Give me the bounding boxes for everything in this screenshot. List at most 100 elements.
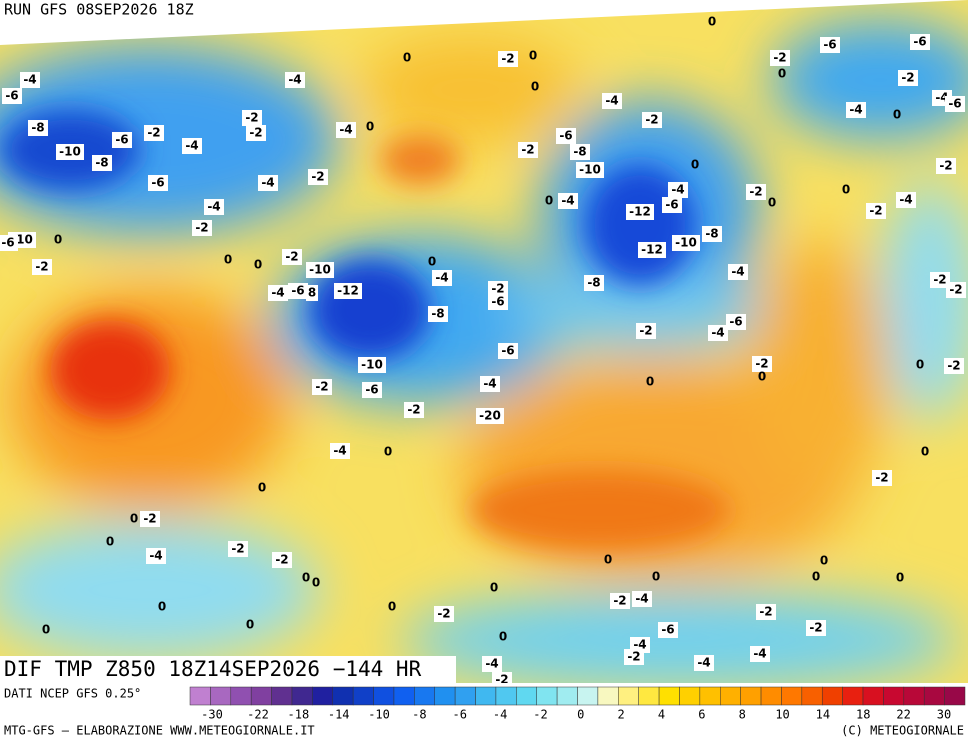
contour-label: -2 xyxy=(755,357,768,371)
contour-label: -12 xyxy=(641,243,663,257)
label-box xyxy=(476,408,504,424)
label-box xyxy=(846,102,866,118)
colorbar-label: -8 xyxy=(412,708,426,722)
label-box xyxy=(624,649,644,665)
color-swatch xyxy=(699,686,721,706)
color-swatch xyxy=(210,686,232,706)
contour-label: -6 xyxy=(501,344,514,358)
product-box xyxy=(0,656,456,683)
label-box xyxy=(896,192,916,208)
contour-label: 0 xyxy=(921,445,929,459)
contour-label: -4 xyxy=(671,183,684,197)
contour-label: 0 xyxy=(820,554,828,568)
contour-label: -4 xyxy=(635,592,648,606)
contour-label: -2 xyxy=(245,111,258,125)
contour-label: 0 xyxy=(893,108,901,122)
run-title: RUN GFS 08SEP2026 18Z xyxy=(4,1,194,19)
contour-label: -4 xyxy=(849,103,862,117)
contour-label: 0 xyxy=(388,600,396,614)
source: DATI NCEP GFS 0.25° xyxy=(4,687,141,701)
label-box xyxy=(945,96,965,112)
color-swatch xyxy=(230,686,252,706)
contour-label: -2 xyxy=(869,204,882,218)
label-box xyxy=(306,262,334,278)
contour-label: -4 xyxy=(633,638,646,652)
colorbar-label: -10 xyxy=(368,708,390,722)
contour-label: 0 xyxy=(778,67,786,81)
label-box xyxy=(558,193,578,209)
color-swatch xyxy=(332,686,354,706)
contour-label: -4 xyxy=(185,139,198,153)
label-box xyxy=(312,379,332,395)
contour-label: -8 xyxy=(431,307,444,321)
colorbar-label: 8 xyxy=(739,708,746,722)
contour-label: -2 xyxy=(639,324,652,338)
contour-label: 0 xyxy=(403,51,411,65)
label-box xyxy=(148,175,168,191)
contour-label: 0 xyxy=(768,196,776,210)
label-box xyxy=(32,259,52,275)
contour-label: 0 xyxy=(708,15,716,29)
label-box xyxy=(146,548,166,564)
colorbar-label: 18 xyxy=(856,708,870,722)
contour-label: -2 xyxy=(143,512,156,526)
contour-label: 0 xyxy=(130,512,138,526)
contour-label: 0 xyxy=(604,553,612,567)
color-swatch xyxy=(352,686,374,706)
contour-label: -4 xyxy=(288,73,301,87)
color-swatch xyxy=(821,686,843,706)
label-box xyxy=(112,132,132,148)
label-box xyxy=(268,285,288,301)
contour-label: -4 xyxy=(731,265,744,279)
contour-label: -2 xyxy=(875,471,888,485)
label-box xyxy=(488,294,508,310)
label-box xyxy=(944,358,964,374)
contour-label: -8 xyxy=(573,145,586,159)
color-swatch xyxy=(556,686,578,706)
label-box xyxy=(936,158,956,174)
label-box xyxy=(662,197,682,213)
label-box xyxy=(638,242,666,258)
color-swatch xyxy=(944,686,966,706)
contour-label: -2 xyxy=(249,126,262,140)
contour-label: -4 xyxy=(271,286,284,300)
colorbar-label: 10 xyxy=(775,708,789,722)
label-box xyxy=(556,128,576,144)
contour-label: -8 xyxy=(587,276,600,290)
contour-label: -8 xyxy=(705,227,718,241)
label-box xyxy=(308,169,328,185)
color-swatch xyxy=(760,686,782,706)
label-box xyxy=(404,402,424,418)
label-box xyxy=(636,323,656,339)
contour-label: 0 xyxy=(896,571,904,585)
label-box xyxy=(756,604,776,620)
contour-label: -2 xyxy=(285,250,298,264)
copyright: (C) METEOGIORNALE xyxy=(841,724,964,738)
label-box xyxy=(182,138,202,154)
contour-label: -10 xyxy=(309,263,331,277)
contour-label: 0 xyxy=(246,618,254,632)
contour-label: -2 xyxy=(501,52,514,66)
contour-label: -2 xyxy=(949,283,962,297)
contour-label: -6 xyxy=(151,176,164,190)
contour-label: -4 xyxy=(261,176,274,190)
label-box xyxy=(272,552,292,568)
label-box xyxy=(488,281,508,297)
color-swatch xyxy=(291,686,313,706)
contour-label: -2 xyxy=(759,605,772,619)
contour-label: -6 xyxy=(665,198,678,212)
color-swatch xyxy=(903,686,925,706)
label-box xyxy=(288,283,308,299)
color-swatch xyxy=(597,686,619,706)
contour-label: 0 xyxy=(254,258,262,272)
label-box xyxy=(28,120,48,136)
label-box xyxy=(946,282,966,298)
label-box xyxy=(56,144,84,160)
contour-label: -10 xyxy=(579,163,601,177)
label-box xyxy=(434,606,454,622)
color-swatch xyxy=(842,686,864,706)
colorbar-label: -6 xyxy=(453,708,467,722)
label-box xyxy=(140,511,160,527)
label-box xyxy=(285,72,305,88)
